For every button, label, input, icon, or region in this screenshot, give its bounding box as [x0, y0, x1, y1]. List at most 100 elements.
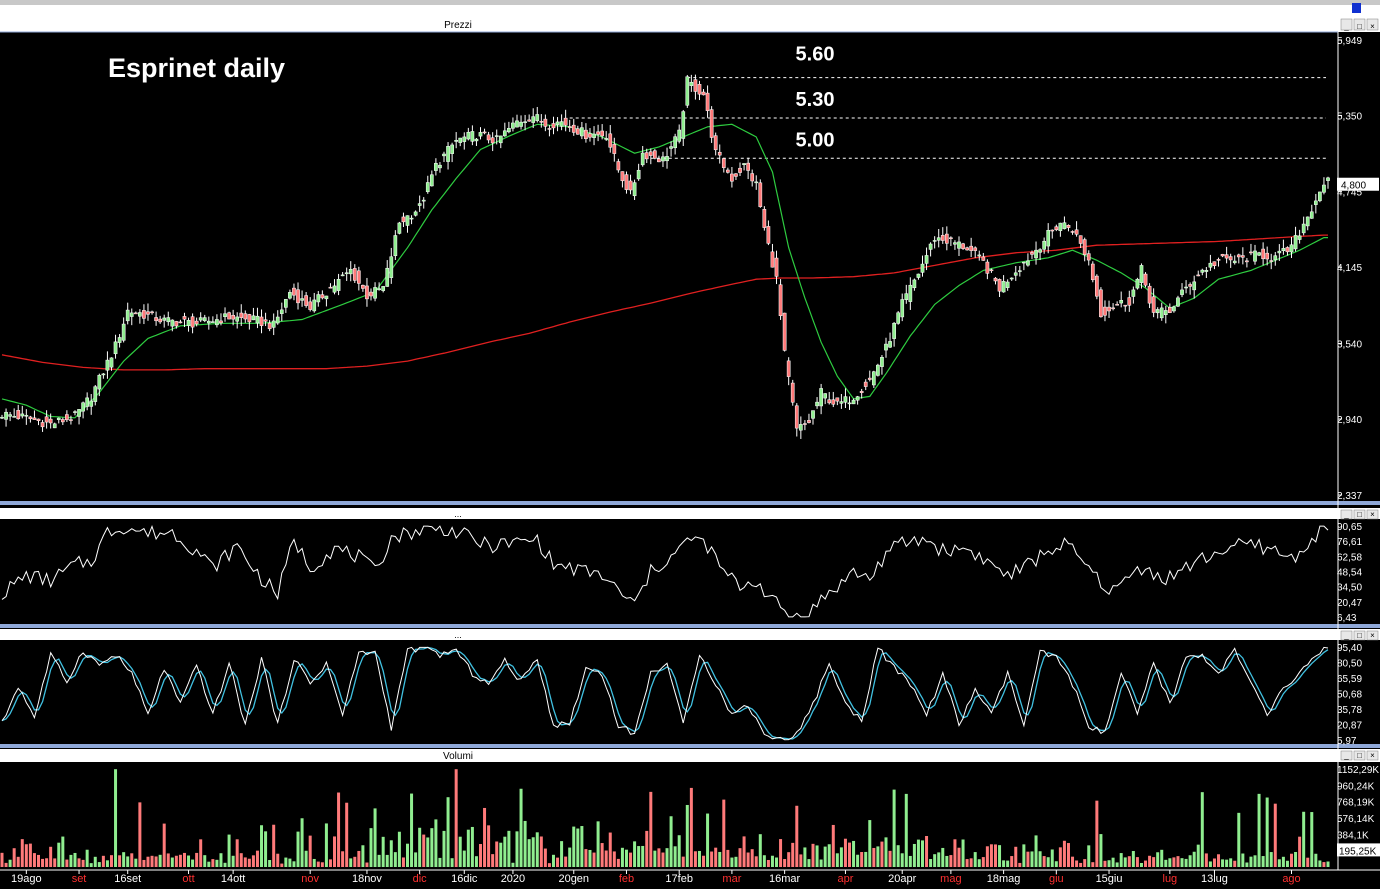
candle-body	[697, 84, 702, 95]
candle-body	[961, 243, 965, 249]
candle-body	[985, 261, 990, 274]
volume-bar	[588, 849, 592, 867]
volume-bar	[495, 841, 499, 867]
date-tick-label: feb	[619, 873, 634, 885]
candle-body	[247, 314, 252, 323]
volume-bar	[616, 858, 620, 867]
candle-body	[640, 152, 645, 166]
candle-body	[904, 293, 909, 300]
candle-body	[1220, 253, 1225, 257]
volume-bar	[556, 857, 560, 867]
volume-bar	[158, 854, 162, 867]
candle-body	[900, 299, 905, 318]
volume-bar	[1148, 855, 1152, 867]
pane-control-glyph: ×	[1370, 510, 1375, 519]
volume-bar	[118, 855, 122, 867]
volume-bar	[1184, 858, 1188, 867]
volume-bar	[612, 851, 616, 867]
volume-bar	[1273, 803, 1277, 867]
candle-body	[1054, 226, 1059, 231]
rsi-tick-label: 90,65	[1337, 522, 1362, 533]
volume-bar	[207, 861, 211, 867]
candle-body	[936, 237, 941, 241]
volume-bar	[280, 863, 284, 867]
candle-body	[174, 321, 179, 327]
volume-bar	[1192, 851, 1196, 867]
volume-bar	[199, 839, 203, 867]
candle-body	[774, 257, 779, 277]
candle-body	[113, 341, 118, 355]
candle-body	[300, 298, 304, 301]
candle-body	[1147, 285, 1152, 304]
candle-body	[462, 136, 467, 142]
volume-bar	[746, 852, 750, 867]
volume-bar	[1075, 860, 1079, 867]
candle-body	[912, 279, 917, 289]
volume-bar	[288, 858, 292, 867]
candle-body	[425, 182, 430, 193]
candle-body	[344, 272, 349, 275]
volume-bar	[1237, 812, 1241, 867]
volume-bar	[385, 854, 389, 867]
volume-bar	[819, 859, 823, 867]
volume-bar	[1253, 855, 1257, 867]
volume-last-box	[1337, 843, 1380, 857]
volume-bar	[223, 862, 227, 867]
candle-body	[1281, 248, 1286, 251]
candle-body	[1082, 239, 1087, 255]
candle-body	[1273, 255, 1278, 261]
volume-bar	[105, 860, 109, 867]
candle-body	[1318, 191, 1322, 202]
candle-body	[993, 277, 998, 282]
candle-body	[798, 424, 803, 431]
volume-bar	[1054, 861, 1058, 867]
candle-body	[239, 312, 244, 318]
price-tick-label: 4,745	[1337, 188, 1362, 199]
candle-body	[1245, 260, 1249, 263]
volume-bar	[1010, 856, 1014, 867]
candle-body	[296, 289, 300, 304]
candle-body	[89, 400, 94, 407]
volume-bar	[414, 852, 418, 867]
volume-bar	[32, 853, 36, 867]
volume-bar	[474, 856, 478, 867]
candle-body	[1046, 230, 1051, 247]
candle-body	[56, 417, 61, 420]
candle-body	[223, 313, 227, 317]
candle-body	[1176, 297, 1180, 307]
volume-bar	[1131, 851, 1135, 867]
candle-body	[535, 114, 540, 121]
volume-bar	[815, 845, 819, 867]
stoch-pane-title: ...	[454, 630, 462, 640]
pane-control-button	[1353, 509, 1366, 520]
volume-bar	[430, 828, 434, 867]
candle-body	[1188, 284, 1192, 287]
volume-bar	[993, 844, 997, 867]
volume-bar	[1139, 862, 1143, 867]
price-axis: 5,949 5,350 4,745 4,145 3,540 2,940 2,337 4,800	[1337, 36, 1379, 502]
volume-bar	[892, 789, 896, 867]
pane-control-button	[1340, 18, 1353, 31]
candle-body	[190, 316, 195, 328]
volume-bar	[1269, 852, 1273, 867]
volume-bar	[235, 839, 239, 867]
volume-bar	[706, 813, 710, 867]
candle-body	[580, 127, 584, 137]
volume-bar	[24, 844, 28, 867]
volume-bar	[527, 839, 531, 867]
candle-body	[312, 299, 317, 312]
candle-body	[1326, 177, 1330, 181]
candle-body	[1240, 255, 1245, 258]
volume-bar	[722, 799, 726, 867]
candle-body	[170, 319, 175, 327]
candle-body	[794, 405, 799, 429]
date-tick-label: mar	[722, 873, 741, 885]
candle-body	[681, 111, 686, 139]
volume-bar	[1042, 856, 1046, 867]
stochastic-pane: 95,40 80,50 65,59 50,68 35,78 20,87 5,97	[1, 643, 1362, 747]
volume-bar	[888, 850, 892, 867]
volume-bar	[1014, 846, 1018, 867]
candle-body	[12, 416, 17, 418]
candle-body	[1249, 251, 1253, 254]
volume-bar	[483, 807, 487, 867]
